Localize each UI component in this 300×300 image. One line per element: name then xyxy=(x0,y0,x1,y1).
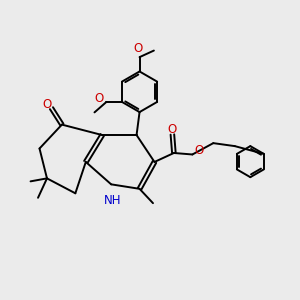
Text: O: O xyxy=(194,144,204,157)
Text: NH: NH xyxy=(104,194,122,207)
Text: O: O xyxy=(134,42,143,55)
Text: O: O xyxy=(42,98,52,111)
Text: O: O xyxy=(167,123,176,136)
Text: O: O xyxy=(95,92,104,105)
